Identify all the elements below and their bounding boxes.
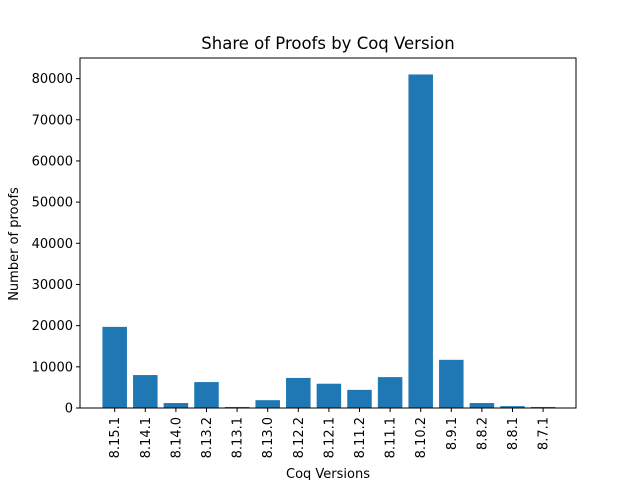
x-tick-label: 8.9.1	[445, 417, 460, 450]
bar-8.9.1	[439, 359, 464, 408]
y-tick-label: 60000	[32, 154, 73, 169]
bar-8.14.1	[133, 375, 158, 408]
x-tick-label: 8.8.1	[506, 417, 521, 450]
x-tick-label: 8.11.2	[353, 417, 368, 458]
y-tick-label: 80000	[32, 72, 73, 87]
bar-8.15.1	[102, 326, 127, 408]
bar-8.11.2	[347, 389, 372, 408]
y-axis-label: Number of proofs	[7, 187, 22, 301]
y-tick-label: 50000	[32, 196, 73, 211]
bar-8.8.2	[469, 403, 495, 408]
bar-8.7.1	[530, 406, 556, 408]
y-tick-label: 10000	[32, 360, 73, 375]
y-tick-label: 70000	[32, 113, 73, 128]
x-tick-label: 8.14.0	[169, 417, 184, 458]
chart-title: Share of Proofs by Coq Version	[201, 34, 454, 53]
bar-8.8.1	[500, 406, 525, 408]
x-tick-label: 8.12.1	[322, 417, 337, 458]
y-tick-label: 20000	[32, 319, 73, 334]
x-tick-label: 8.8.2	[475, 417, 490, 450]
y-tick-label: 30000	[32, 278, 73, 293]
x-tick-label: 8.12.2	[292, 417, 307, 458]
x-tick-label: 8.13.1	[231, 417, 246, 458]
x-tick-label: 8.15.1	[108, 417, 123, 458]
x-tick-label: 8.14.1	[139, 417, 154, 458]
y-tick-label: 40000	[32, 237, 73, 252]
plot-frame	[79, 57, 577, 409]
x-tick-label: 8.7.1	[537, 417, 552, 450]
bar-8.12.1	[316, 383, 342, 408]
x-tick-label: 8.13.2	[200, 417, 215, 458]
x-tick-label: 8.13.0	[261, 417, 276, 458]
bar-8.10.2	[408, 74, 433, 408]
y-tick-label: 0	[65, 402, 73, 417]
plot-area: 0 10000 20000 30000 40000 50000 60000 70000 8000…	[32, 57, 577, 458]
x-tick-label: 8.11.1	[384, 417, 399, 458]
bar-8.13.2	[194, 382, 219, 408]
bar-8.11.1	[377, 377, 403, 408]
x-axis-label: Coq Versions	[286, 467, 370, 480]
bar-8.13.0	[255, 400, 280, 408]
bar-8.12.2	[286, 377, 311, 408]
bar-8.14.0	[163, 403, 189, 408]
bar-8.13.1	[224, 406, 250, 408]
x-tick-label: 8.10.2	[414, 417, 429, 458]
